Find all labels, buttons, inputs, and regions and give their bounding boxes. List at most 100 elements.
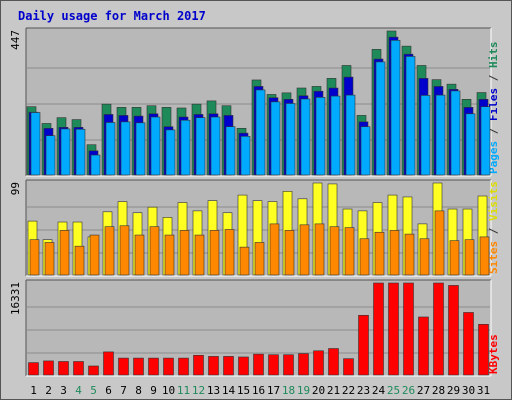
legend-part: Sites (487, 241, 500, 274)
bar-sites-31 (479, 236, 490, 276)
x-tick-label: 28 (432, 384, 445, 397)
bar-sites-14 (224, 229, 235, 276)
bar-pages-5 (90, 154, 101, 176)
bar-sites-10 (164, 234, 175, 276)
bar-kbytes-14 (223, 356, 234, 376)
bar-kbytes-25 (388, 282, 399, 376)
bar-sites-3 (59, 230, 70, 276)
bar-kbytes-19 (298, 353, 309, 376)
bar-pages-12 (195, 117, 206, 176)
series-kbytes (28, 282, 489, 376)
bar-kbytes-5 (88, 365, 99, 376)
bar-sites-13 (209, 230, 220, 276)
legend-part: / (487, 221, 500, 241)
bar-pages-20 (315, 97, 326, 176)
bar-kbytes-1 (28, 362, 39, 376)
bar-pages-19 (300, 98, 311, 176)
bar-pages-30 (465, 113, 476, 176)
bar-pages-10 (165, 129, 176, 176)
x-tick-label: 21 (327, 384, 340, 397)
bar-sites-1 (29, 239, 40, 276)
bar-sites-17 (269, 223, 280, 276)
bar-pages-1 (30, 112, 41, 176)
bar-kbytes-29 (448, 285, 459, 376)
bar-sites-22 (344, 227, 355, 276)
y-max-label: 16331 (9, 282, 22, 315)
bar-pages-18 (285, 103, 296, 176)
x-tick-label: 29 (447, 384, 460, 397)
bar-kbytes-7 (118, 357, 129, 376)
bar-pages-28 (435, 94, 446, 176)
x-tick-label: 5 (90, 384, 97, 397)
bar-kbytes-9 (148, 357, 159, 376)
bar-sites-8 (134, 234, 145, 276)
bar-sites-6 (104, 226, 115, 276)
bar-sites-23 (359, 238, 370, 276)
x-tick-label: 1 (30, 384, 37, 397)
bar-kbytes-24 (373, 282, 384, 376)
bar-kbytes-23 (358, 314, 369, 376)
bar-kbytes-13 (208, 356, 219, 376)
bar-sites-18 (284, 230, 295, 276)
series-legend: Sites / Visits (487, 181, 500, 274)
bar-kbytes-3 (58, 361, 69, 376)
bar-sites-12 (194, 234, 205, 276)
bar-sites-15 (239, 246, 250, 276)
bar-kbytes-26 (403, 282, 414, 376)
bar-sites-30 (464, 239, 475, 276)
x-tick-label: 18 (282, 384, 295, 397)
x-tick-label: 31 (477, 384, 490, 397)
bar-kbytes-10 (163, 357, 174, 376)
x-tick-label: 23 (357, 384, 370, 397)
bar-sites-2 (44, 242, 55, 276)
y-max-label: 447 (9, 30, 22, 50)
bar-pages-15 (240, 136, 251, 176)
y-max-label: 99 (9, 182, 22, 195)
bar-kbytes-17 (268, 354, 279, 376)
bar-pages-6 (105, 122, 116, 176)
x-tick-label: 17 (267, 384, 280, 397)
bar-sites-19 (299, 224, 310, 276)
bar-kbytes-4 (73, 361, 84, 376)
bar-pages-4 (75, 128, 86, 176)
bar-pages-16 (255, 89, 266, 176)
bar-sites-9 (149, 226, 160, 276)
x-tick-label: 14 (222, 384, 236, 397)
bar-sites-25 (389, 230, 400, 276)
bar-sites-20 (314, 223, 325, 276)
panel-sites-visits: 99 Sites / Visits (9, 179, 500, 277)
bar-sites-29 (449, 240, 460, 276)
bar-pages-11 (180, 119, 191, 176)
series-legend: KBytes (487, 334, 500, 374)
x-tick-label: 10 (162, 384, 175, 397)
bar-pages-22 (345, 94, 356, 176)
legend-part: / (487, 68, 500, 88)
x-tick-label: 9 (150, 384, 157, 397)
bar-pages-26 (405, 56, 416, 176)
bar-pages-29 (450, 90, 461, 176)
legend-part: Hits (487, 42, 500, 69)
bar-pages-31 (480, 106, 491, 176)
x-tick-label: 4 (75, 384, 82, 397)
bar-pages-7 (120, 121, 131, 176)
bar-sites-26 (404, 233, 415, 276)
bar-kbytes-8 (133, 357, 144, 376)
x-tick-label: 25 (387, 384, 400, 397)
bar-kbytes-20 (313, 350, 324, 376)
bar-sites-16 (254, 242, 265, 276)
x-tick-label: 30 (462, 384, 475, 397)
bar-pages-14 (225, 126, 236, 176)
bar-kbytes-27 (418, 316, 429, 376)
chart-title: Daily usage for March 2017 (18, 9, 206, 23)
bar-sites-7 (119, 225, 130, 276)
bar-kbytes-30 (463, 312, 474, 376)
bar-kbytes-16 (253, 353, 264, 376)
bar-sites-11 (179, 230, 190, 276)
bar-pages-3 (60, 128, 71, 176)
bar-sites-4 (74, 245, 85, 276)
bar-pages-27 (420, 95, 431, 176)
panel-kbytes: 16331 KBytes (9, 279, 500, 377)
bar-kbytes-15 (238, 356, 249, 376)
